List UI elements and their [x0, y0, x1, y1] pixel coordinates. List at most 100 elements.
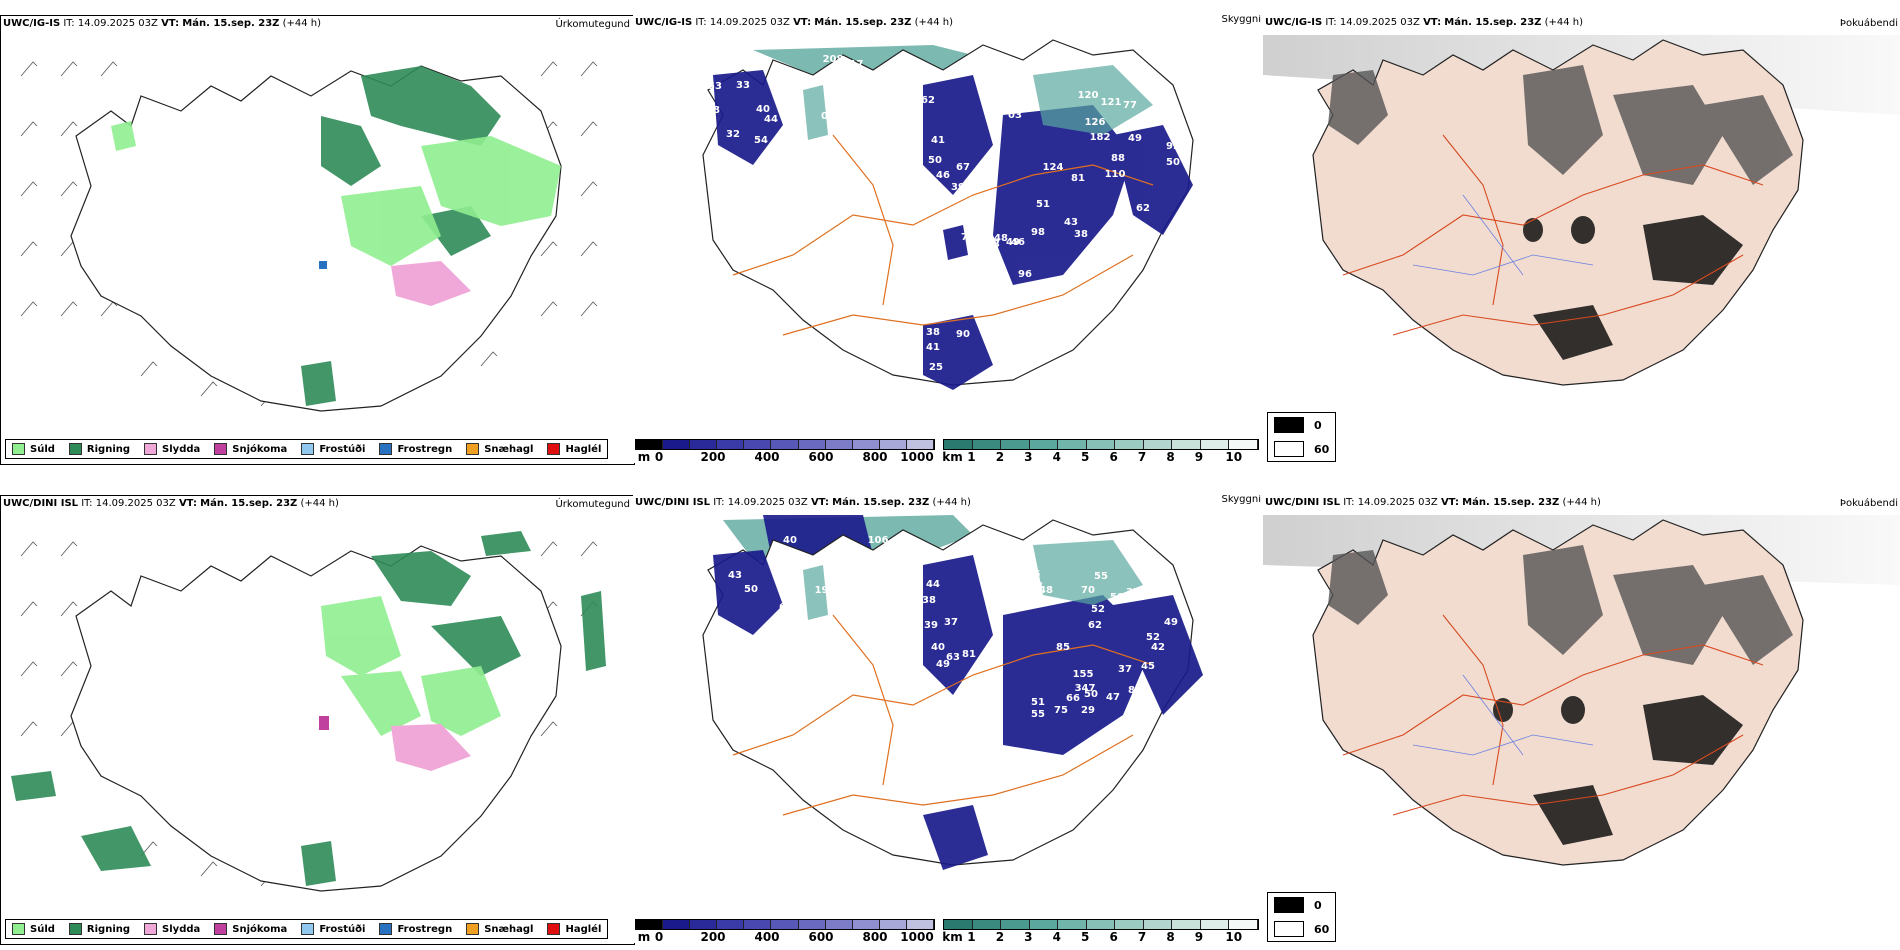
- cloud-base-label: 77: [1123, 100, 1137, 111]
- low-cloud-areas: [713, 70, 1193, 390]
- legend-item: Frostúði: [301, 923, 365, 935]
- fog-legend-row: 60: [1268, 917, 1335, 941]
- cbar-tick: 6: [1109, 930, 1118, 943]
- cloud-base-label: 55: [1094, 571, 1108, 582]
- cloud-base-label: 52: [1146, 632, 1160, 643]
- legend-swatch: [12, 923, 25, 935]
- cloud-base-label: 98: [1031, 227, 1045, 238]
- cbar-tick: 2: [995, 930, 1005, 943]
- visibility-colorbar-bar: [943, 919, 1259, 930]
- legend-swatch: [144, 443, 158, 455]
- fog-panel-bottom: UWC/DINI ISL IT: 14.09.2025 03Z VT: Mán.…: [1263, 495, 1900, 943]
- cloud-base-label: 190: [815, 585, 836, 596]
- cloud-base-label: 38: [922, 595, 936, 606]
- precip-map: [20, 61, 598, 412]
- cloud-base-label: 120: [1078, 90, 1099, 101]
- cbar-tick: 200: [700, 930, 726, 943]
- cbar-tick: 1000: [900, 930, 934, 943]
- cloud-title: Skyggni: [1221, 495, 1261, 505]
- visibility-areas: [803, 540, 1143, 620]
- cloud-base-label: 106: [868, 535, 889, 546]
- cloud-base-label: 37: [944, 617, 958, 628]
- drizzle-areas: [111, 121, 561, 266]
- cloud-base-label: 92: [1166, 141, 1180, 152]
- fog-map: [1263, 35, 1900, 386]
- rivers: [1412, 674, 1594, 756]
- cloud-base-label: 217: [843, 59, 864, 70]
- cloud-base-label: 48: [1039, 585, 1053, 596]
- cloud-base-label: 49: [1128, 133, 1142, 144]
- cloud-base-label: 03: [1008, 110, 1022, 121]
- precip-legend: Súld Rigning Slydda Snjókoma Frostúði Fr…: [5, 919, 609, 939]
- fog-legend: 0 60: [1267, 412, 1337, 462]
- legend-item: Rigning: [68, 923, 130, 935]
- cbar-tick: 1: [967, 930, 976, 943]
- cloud-base-label: 46: [1011, 237, 1025, 248]
- precip-title: Úrkomutegund: [555, 499, 630, 510]
- cbar-tick: 3: [1024, 450, 1033, 463]
- cloud-base-label: 82: [771, 832, 785, 843]
- cbar-tick: 7: [1137, 930, 1147, 943]
- fog-index-black: [1493, 695, 1743, 845]
- cloud-base-label: 01: [821, 111, 835, 122]
- cloud-base-label: 62: [921, 95, 935, 106]
- fog-legend-swatch: [1274, 417, 1304, 433]
- cbar-tick: 4: [1052, 450, 1061, 463]
- cbar-unit: m: [637, 450, 651, 463]
- cbar-tick: 1000: [900, 450, 934, 463]
- panel-header: UWC/DINI ISL IT: 14.09.2025 03Z VT: Mán.…: [635, 497, 971, 508]
- legend-item: Frostregn: [379, 923, 452, 935]
- cloud-base-label: 40: [931, 642, 945, 653]
- visibility-colorbar: km 1 2 3 4 5 6 7 8 9 10: [942, 919, 1259, 943]
- fog-map: [1263, 515, 1900, 866]
- panel-header: UWC/DINI ISL IT: 14.09.2025 03Z VT: Mán.…: [3, 498, 339, 509]
- cloud-base-label: 90: [956, 329, 970, 340]
- fog-legend-swatch: [1274, 897, 1304, 913]
- cloud-base-label: 37: [1118, 664, 1132, 675]
- cbar-tick: 400: [754, 930, 780, 943]
- legend-item: Frostregn: [379, 443, 452, 455]
- legend-item: Slydda: [144, 923, 200, 935]
- cbar-tick: 3: [1024, 930, 1033, 943]
- legend-item: Haglél: [547, 443, 601, 455]
- legend-swatch: [214, 923, 228, 935]
- cloud-base-label: 75: [1054, 705, 1068, 716]
- cloud-base-label: 39: [951, 182, 965, 193]
- cloud-base-label: 51: [1031, 697, 1045, 708]
- cbar-tick: 9: [1194, 930, 1204, 943]
- legend-item: Snjókoma: [214, 443, 287, 455]
- sleet-areas: [391, 724, 471, 771]
- fog-legend-row: 0: [1268, 413, 1335, 437]
- cloud-base-label: 50: [1110, 592, 1124, 603]
- drizzle-areas: [321, 596, 501, 736]
- cloud-base-label: 81: [962, 649, 976, 660]
- cloud-base-label: 33: [736, 80, 750, 91]
- cbar-tick: 5: [1081, 450, 1090, 463]
- cbar-tick: 600: [808, 930, 834, 943]
- fog-title: Þokuábendi: [1839, 18, 1898, 29]
- cloud-base-label: 48: [994, 233, 1008, 244]
- cloud-base-label: 62: [779, 602, 793, 613]
- roads: [732, 134, 1154, 336]
- visibility-areas: [803, 65, 1153, 140]
- cbar-unit: km: [942, 930, 963, 943]
- cbar-unit: m: [637, 930, 651, 943]
- fog-legend-swatch: [1274, 921, 1304, 937]
- roads: [1342, 614, 1764, 816]
- cloud-base-label: 98: [1029, 581, 1043, 592]
- cloud-base-label: 347: [1075, 683, 1096, 694]
- cloud-base-label: 110: [1105, 169, 1126, 180]
- precip-map: [11, 531, 606, 892]
- cloud-base-label: 124: [1043, 162, 1064, 173]
- cbar-tick: 400: [754, 450, 780, 463]
- cloud-base-label: 62: [1136, 203, 1150, 214]
- visibility-colorbar-bar: [943, 439, 1259, 450]
- cbar-tick: 2: [995, 450, 1005, 463]
- cloud-base-label: 150: [973, 680, 994, 691]
- cloud-title: Skyggni: [1221, 15, 1261, 25]
- fog-index-dark: [1328, 545, 1793, 665]
- legend-swatch: [68, 923, 82, 935]
- legend-swatch: [379, 923, 393, 935]
- cloud-base-label: 182: [1090, 132, 1111, 143]
- cloud-base-label: 121: [1101, 97, 1122, 108]
